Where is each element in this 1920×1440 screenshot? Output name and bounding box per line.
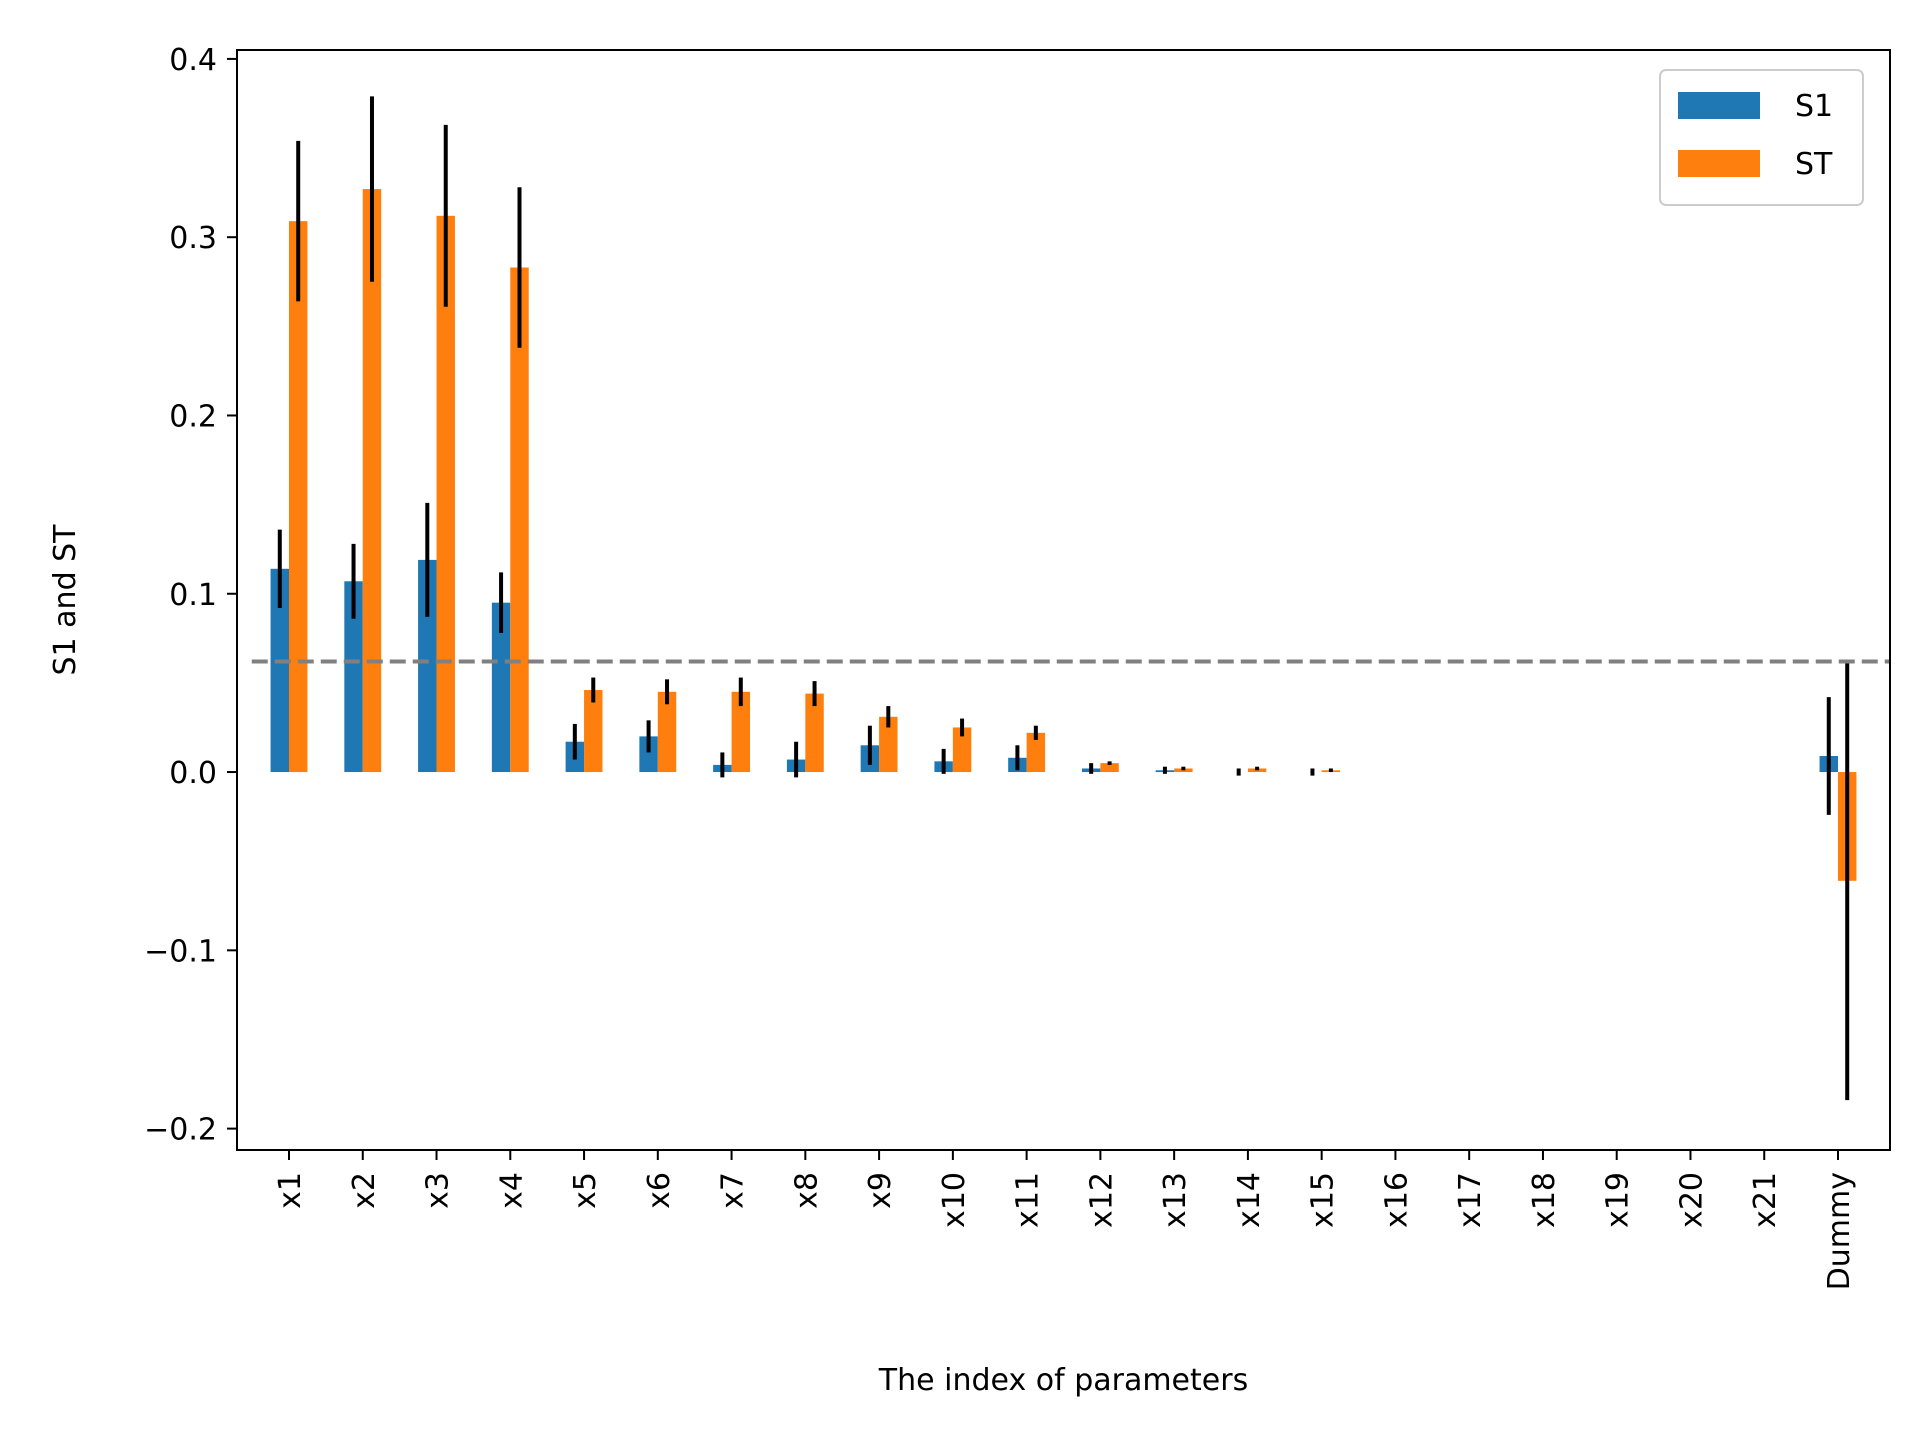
- x-tick-label: x7: [716, 1172, 751, 1209]
- bar-st-x9: [879, 716, 898, 773]
- y-axis: −0.2 −0.1 0.0 0.1 0.2 0.3 0.4: [144, 43, 237, 1148]
- x-tick-label: x1: [273, 1172, 308, 1209]
- legend-label-s1: S1: [1795, 89, 1833, 124]
- x-axis-label: The index of parameters: [878, 1363, 1248, 1398]
- legend: S1 ST: [1659, 69, 1864, 206]
- x-tick-label: x19: [1601, 1172, 1636, 1228]
- y-tick-label: 0.2: [169, 399, 217, 434]
- x-tick-label: x21: [1748, 1172, 1783, 1228]
- x-tick-label: x12: [1084, 1172, 1119, 1228]
- bar-st-x12: [1100, 763, 1119, 773]
- x-tick-label: x6: [642, 1172, 677, 1209]
- x-tick-label: x13: [1158, 1172, 1193, 1228]
- bar-st-x6: [657, 691, 677, 773]
- x-tick-label: x15: [1306, 1172, 1341, 1228]
- bar-s1-x1: [270, 568, 290, 773]
- y-tick-label: −0.1: [144, 934, 217, 969]
- x-tick-label: x17: [1453, 1172, 1488, 1228]
- y-tick-label: 0.0: [169, 756, 217, 791]
- y-axis-label: S1 and ST: [48, 524, 83, 676]
- x-tick-label: x10: [937, 1172, 972, 1228]
- bar-s1-x2: [344, 581, 363, 773]
- bar-st-x5: [584, 690, 603, 773]
- legend-swatch-st: [1678, 150, 1760, 177]
- bar-st-x11: [1026, 732, 1046, 773]
- bar-s1-x3: [418, 559, 437, 773]
- x-tick-label: x14: [1232, 1172, 1267, 1228]
- bars-layer: [270, 189, 1857, 881]
- x-tick-label: x2: [347, 1172, 382, 1209]
- bar-st-x4: [510, 267, 529, 773]
- bar-st-x7: [731, 691, 751, 773]
- x-tick-label: x16: [1379, 1172, 1414, 1228]
- x-tick-label: x20: [1674, 1172, 1709, 1228]
- x-tick-label: x9: [863, 1172, 898, 1209]
- x-tick-label: x8: [789, 1172, 824, 1209]
- y-tick-label: 0.1: [169, 578, 217, 613]
- x-tick-label: x18: [1527, 1172, 1562, 1228]
- x-tick-label: x11: [1011, 1172, 1046, 1228]
- plot-frame: [236, 49, 1891, 1151]
- x-tick-label: x3: [421, 1172, 456, 1209]
- bar-st-x2: [362, 189, 382, 773]
- bar-s1-x6: [639, 736, 658, 773]
- bar-st-x1: [289, 221, 308, 773]
- x-tick-label: x5: [568, 1172, 603, 1209]
- legend-label-st: ST: [1795, 147, 1833, 182]
- legend-swatch-s1: [1678, 92, 1760, 119]
- y-tick-label: −0.2: [144, 1113, 217, 1148]
- bar-st-x10: [952, 727, 972, 773]
- bar-st-x3: [436, 215, 455, 773]
- y-tick-label: 0.3: [169, 221, 217, 256]
- x-tick-label: Dummy: [1822, 1172, 1857, 1290]
- x-tick-label: x4: [494, 1172, 529, 1209]
- errorbars-layer: [277, 96, 1850, 1101]
- bar-s1-x4: [491, 602, 511, 773]
- y-tick-label: 0.4: [169, 43, 217, 78]
- x-axis: x1 x2 x3 x4 x5 x6 x7 x8 x9 x10 x11 x12 x13 x14 x15 x16 x…: [273, 1150, 1857, 1290]
- bar-st-x8: [805, 693, 824, 773]
